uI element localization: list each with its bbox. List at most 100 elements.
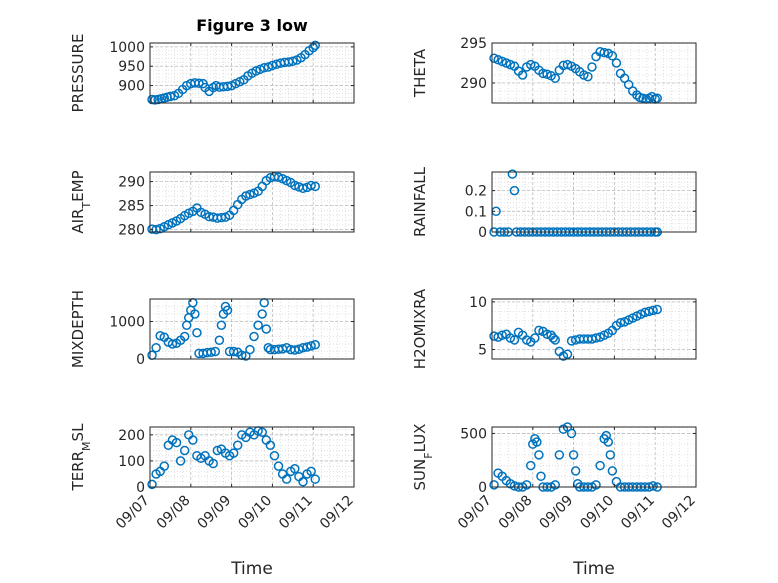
x-tick-label: 09/07 [113, 493, 153, 533]
data-point [532, 437, 542, 447]
y-axis-label: PRESSURE [69, 34, 87, 113]
plot-area [150, 427, 354, 487]
data-point [587, 62, 597, 72]
data-point [538, 68, 548, 79]
axes-frame [149, 298, 355, 360]
data-point [562, 349, 573, 359]
data-point [310, 40, 320, 51]
plot-area [492, 299, 696, 359]
axes-frame [149, 426, 355, 488]
x-tick-label: 09/09 [537, 493, 577, 533]
y-tick-label: 1000 [109, 315, 145, 331]
data-point [489, 480, 499, 490]
panel-8: 09/07 09/08 09/09 09/10 09/11 09/12 0 500 SUNFLU… [411, 422, 699, 533]
data-point [263, 62, 274, 72]
y-tick-label: 0.1 [465, 204, 487, 220]
data-point [611, 58, 622, 68]
data-point [267, 60, 278, 71]
y-axis-label: THETA [411, 48, 429, 98]
x-tick-label: 09/07 [455, 493, 495, 533]
data-point [194, 78, 204, 89]
data-point [228, 346, 239, 357]
data-point [550, 73, 560, 83]
data-point [241, 191, 251, 201]
data-point [253, 320, 263, 330]
axes-frame [491, 298, 697, 360]
data-point [534, 450, 544, 460]
data-point [245, 189, 255, 200]
data-point [159, 461, 170, 471]
data-point [605, 450, 616, 460]
x-tick-label: 09/11 [618, 493, 658, 533]
data-point [566, 428, 577, 439]
axes-frame [491, 42, 697, 104]
data-point [497, 330, 507, 340]
y-tick-label: 0.2 [465, 184, 487, 200]
data-point [509, 335, 520, 345]
plot-area [492, 172, 696, 232]
y-axis-label: SUNFLUX [411, 424, 435, 491]
data-point [534, 325, 544, 336]
x-tick-label: 09/08 [496, 493, 536, 533]
data-point [232, 440, 243, 451]
y-tick-label: 200 [118, 428, 145, 444]
y-axis-label: MIXDEPTH [69, 290, 87, 368]
data-point [222, 81, 233, 92]
data-point [265, 440, 276, 451]
data-point [255, 64, 265, 75]
data-point [151, 343, 161, 353]
data-point [222, 305, 233, 315]
data-point [208, 458, 218, 469]
data-point [648, 305, 658, 316]
panel-3: 280 285 290 AIRTEMP [69, 170, 355, 239]
y-axis-label: H2OMIXRA [411, 288, 429, 369]
data-point [167, 339, 178, 349]
y-tick-label: 100 [118, 454, 145, 470]
data-point [192, 328, 202, 338]
figure-title: Figure 3 low [196, 16, 308, 35]
data-point [175, 456, 186, 466]
data-point [273, 461, 284, 471]
x-tick-label: 09/08 [154, 493, 194, 533]
panel-4: 0 0.1 0.2 RAINFALL [411, 166, 697, 241]
data-point [147, 479, 157, 490]
data-point [273, 172, 284, 183]
panel-1: 900 950 1000 PRESSURE [69, 34, 355, 113]
panel-7: 09/07 09/08 09/09 09/10 09/11 09/12 0 100 200 TER… [69, 423, 357, 532]
y-tick-label: 0 [136, 480, 145, 496]
panel-5: 0 1000 MIXDEPTH [69, 290, 355, 368]
data-point [259, 63, 269, 73]
y-tick-label: 900 [118, 79, 145, 95]
data-point [607, 51, 618, 61]
data-point [298, 477, 308, 487]
y-axis-label: AIRTEMP [69, 170, 93, 233]
data-point [188, 435, 198, 445]
data-point [603, 437, 614, 447]
data-point [517, 70, 528, 80]
y-tick-label: 10 [469, 295, 487, 311]
data-point [507, 169, 518, 179]
data-point [591, 480, 601, 490]
y-tick-label: 295 [460, 36, 487, 52]
y-tick-label: 950 [118, 59, 145, 75]
data-point [648, 481, 658, 491]
data-point [269, 450, 280, 461]
data-point [290, 180, 300, 191]
y-tick-label: 0 [136, 352, 145, 368]
data-point [530, 333, 540, 343]
data-point [306, 466, 316, 477]
data-point [179, 445, 190, 456]
y-axis-label: RAINFALL [411, 166, 429, 237]
data-point [554, 450, 565, 460]
data-point [261, 324, 272, 334]
x-tick-label: 09/10 [235, 493, 275, 533]
data-point [190, 309, 200, 319]
y-tick-label: 290 [460, 76, 487, 92]
data-point [171, 437, 182, 448]
y-tick-label: 0 [478, 480, 487, 496]
axes-frame [491, 426, 697, 488]
panel-2: 290 295 THETA [411, 36, 697, 104]
data-point [652, 93, 662, 103]
axes-frame [491, 171, 697, 233]
data-point [652, 304, 662, 315]
